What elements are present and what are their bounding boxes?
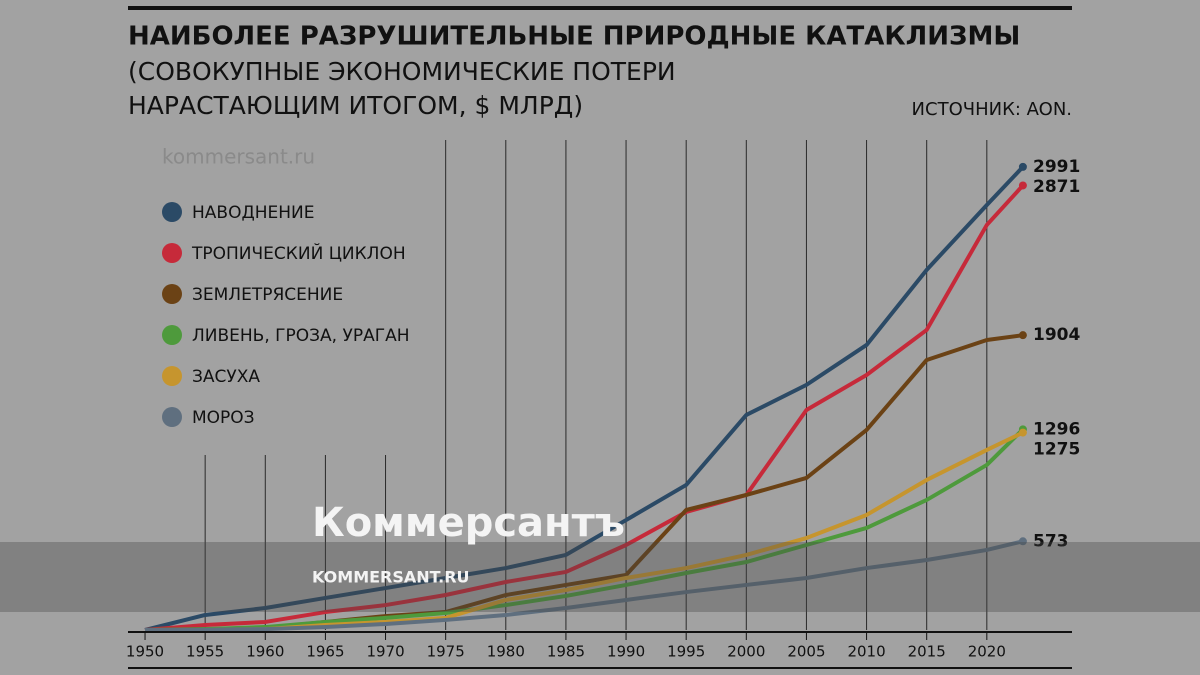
x-tick-label: 1990 xyxy=(607,643,645,661)
end-dot xyxy=(1018,162,1027,171)
series-line xyxy=(144,427,1025,632)
x-tick-label: 1960 xyxy=(246,643,284,661)
source: ИСТОЧНИК: AON. xyxy=(912,99,1072,120)
end-dot xyxy=(1018,428,1027,437)
end-label: 1275 xyxy=(1033,439,1080,459)
chart-subtitle: НАРАСТАЮЩИМ ИТОГОМ, $ МЛРД) xyxy=(128,91,583,120)
x-tick-label: 1950 xyxy=(126,643,164,661)
legend-marker xyxy=(162,243,182,263)
x-tick-label: 2010 xyxy=(847,643,885,661)
legend-marker xyxy=(162,325,182,345)
chart-subtitle: (СОВОКУПНЫЕ ЭКОНОМИЧЕСКИЕ ПОТЕРИ xyxy=(128,57,676,86)
legend-label: НАВОДНЕНИЕ xyxy=(192,203,315,223)
legend-label: ЛИВЕНЬ, ГРОЗА, УРАГАН xyxy=(192,326,410,346)
series-line xyxy=(144,184,1025,632)
legend-marker xyxy=(162,407,182,427)
x-tick-label: 1985 xyxy=(547,643,585,661)
chart-title: НАИБОЛЕЕ РАЗРУШИТЕЛЬНЫЕ ПРИРОДНЫЕ КАТАКЛ… xyxy=(128,22,1020,52)
x-tick-label: 1965 xyxy=(306,643,344,661)
x-tick-label: 1970 xyxy=(366,643,404,661)
end-dot xyxy=(1018,537,1027,546)
end-dot xyxy=(1018,331,1027,340)
watermark: kommersant.ru xyxy=(162,145,315,169)
x-tick-label: 2015 xyxy=(908,643,946,661)
banner-site: KOMMERSANT.RU xyxy=(312,568,470,587)
series-line xyxy=(145,539,1024,632)
legend-label: ЗЕМЛЕТРЯСЕНИЕ xyxy=(192,285,343,305)
x-tick-label: 2000 xyxy=(727,643,765,661)
legend-marker xyxy=(162,366,182,386)
end-label: 1904 xyxy=(1033,325,1080,345)
x-tick-label: 1975 xyxy=(427,643,465,661)
end-label: 573 xyxy=(1033,531,1069,551)
legend-marker xyxy=(162,202,182,222)
end-dot xyxy=(1018,181,1027,190)
legend-label: ЗАСУХА xyxy=(192,367,260,387)
banner-brand: Коммерсантъ xyxy=(312,500,625,546)
legend-label: МОРОЗ xyxy=(192,408,255,428)
top-rule xyxy=(128,6,1072,10)
banner xyxy=(0,542,1200,612)
legend-label: ТРОПИЧЕСКИЙ ЦИКЛОН xyxy=(191,242,406,264)
plot: 1950 1955 1960 1965 1970 1975 1980 1985 1990 1995… xyxy=(126,140,1080,661)
legend-marker xyxy=(162,284,182,304)
x-tick-label: 1955 xyxy=(186,643,224,661)
x-tick-label: 1995 xyxy=(667,643,705,661)
x-tick-label: 2020 xyxy=(968,643,1006,661)
end-label: 2871 xyxy=(1033,177,1080,197)
end-label: 1296 xyxy=(1033,419,1080,439)
x-tick-label: 1980 xyxy=(487,643,525,661)
x-tick-label: 2005 xyxy=(787,643,825,661)
series-line xyxy=(144,165,1025,632)
end-label: 2991 xyxy=(1033,157,1080,177)
